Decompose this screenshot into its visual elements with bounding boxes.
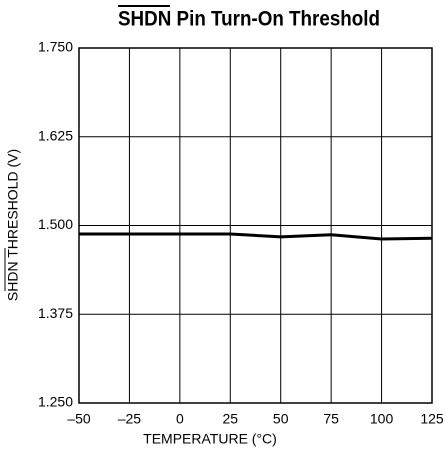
x-tick-label: 25	[222, 411, 238, 427]
y-tick-label: 1.750	[38, 39, 73, 55]
y-axis-label: SHDN THRESHOLD (V)	[5, 149, 21, 301]
plot-frame	[78, 47, 433, 404]
x-tick-label: 0	[176, 411, 184, 427]
y-tick-label: 1.500	[38, 216, 73, 232]
x-tick-label: 125	[420, 411, 444, 427]
x-tick-label: –50	[67, 411, 91, 427]
x-tick-label: 100	[370, 411, 394, 427]
x-axis-label: TEMPERATURE (°C)	[143, 431, 277, 447]
x-tick-label: 50	[273, 411, 289, 427]
y-axis-label-group: SHDN THRESHOLD (V)	[4, 149, 21, 301]
data-line	[79, 232, 433, 241]
y-tick-label: 1.250	[38, 394, 73, 410]
x-tick-label: 75	[323, 411, 339, 427]
x-tick-label: –25	[118, 411, 142, 427]
chart-title: SHDN Pin Turn-On Threshold	[118, 8, 380, 31]
y-tick-label: 1.625	[38, 127, 73, 143]
y-tick-label: 1.375	[38, 305, 73, 321]
